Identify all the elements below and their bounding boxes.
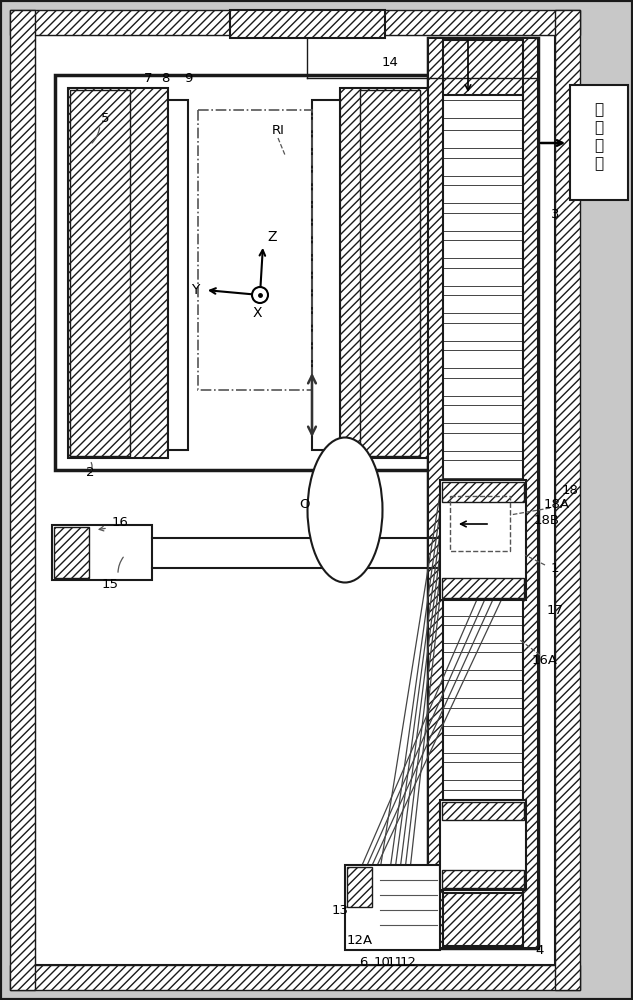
Bar [440,488,526,506]
Text: 18A: 18A [544,498,570,512]
Text: 16: 16 [111,516,128,530]
Text: 6: 6 [359,956,367,970]
Bar [440,158,526,176]
Text: 11: 11 [387,956,403,970]
Bar [70,90,130,456]
Bar [312,100,340,450]
Bar [450,496,510,551]
Bar [440,735,526,753]
Bar [52,525,152,580]
Bar [230,10,385,38]
Ellipse shape [308,438,382,582]
Bar [570,85,628,200]
Bar [442,578,524,598]
Bar [440,130,526,148]
Text: X: X [252,306,262,320]
Text: Z: Z [267,230,277,244]
Bar [440,405,526,423]
Bar [440,652,526,670]
Bar [10,10,580,35]
Bar [428,38,538,948]
Bar [440,480,526,600]
Bar [440,350,526,368]
Text: 9: 9 [184,72,192,85]
Text: 5: 5 [101,111,110,124]
Text: 15: 15 [101,578,118,591]
Bar [440,378,526,396]
Bar [440,818,526,836]
Bar [555,10,580,990]
Bar [440,790,526,808]
Bar [347,867,372,907]
Text: 1: 1 [551,562,559,574]
Text: 制: 制 [594,120,603,135]
Bar [440,570,526,588]
Bar [168,100,188,450]
Bar [440,213,526,231]
Bar [440,762,526,780]
Bar [440,800,526,890]
Text: 18: 18 [561,484,579,496]
Bar [10,965,580,990]
Bar [442,870,524,888]
Bar [440,598,526,616]
Bar [430,40,536,95]
Bar [440,185,526,203]
Text: 3: 3 [551,209,559,222]
Text: 4: 4 [536,944,544,956]
Text: 14: 14 [382,55,398,68]
Bar [440,625,526,643]
Text: Y: Y [191,283,199,297]
Bar [55,75,440,470]
Text: 13: 13 [332,904,349,916]
Bar [440,433,526,451]
Bar [360,90,420,456]
Bar [440,295,526,313]
Text: 12A: 12A [347,934,373,946]
Bar [198,110,312,390]
Text: RI: RI [272,123,284,136]
Bar [345,865,440,950]
Bar [440,100,526,118]
Text: 12: 12 [399,956,417,970]
Text: 8: 8 [161,72,169,85]
Bar [440,845,526,863]
Text: 2: 2 [85,466,94,479]
Text: O: O [300,498,310,512]
Bar [430,893,536,946]
Ellipse shape [252,287,268,303]
Text: 控: 控 [594,103,603,117]
Bar [68,88,168,458]
Bar [340,88,430,458]
Text: 10: 10 [373,956,391,970]
Bar [440,515,526,533]
Text: 16A: 16A [532,654,558,666]
Bar [523,38,538,948]
Bar [440,323,526,341]
Bar [10,10,35,990]
Text: 系: 系 [594,138,603,153]
Bar [440,680,526,698]
Bar [428,38,443,948]
Bar [35,35,555,965]
Bar [442,482,524,502]
Bar [440,708,526,726]
Text: 18B: 18B [534,514,560,526]
Bar [54,527,89,578]
Bar [440,460,526,478]
Bar [440,543,526,561]
Bar [440,268,526,286]
Text: 7: 7 [144,72,153,85]
Bar [442,802,524,820]
Bar [440,240,526,258]
Text: 17: 17 [546,603,563,616]
Text: 统: 统 [594,156,603,172]
